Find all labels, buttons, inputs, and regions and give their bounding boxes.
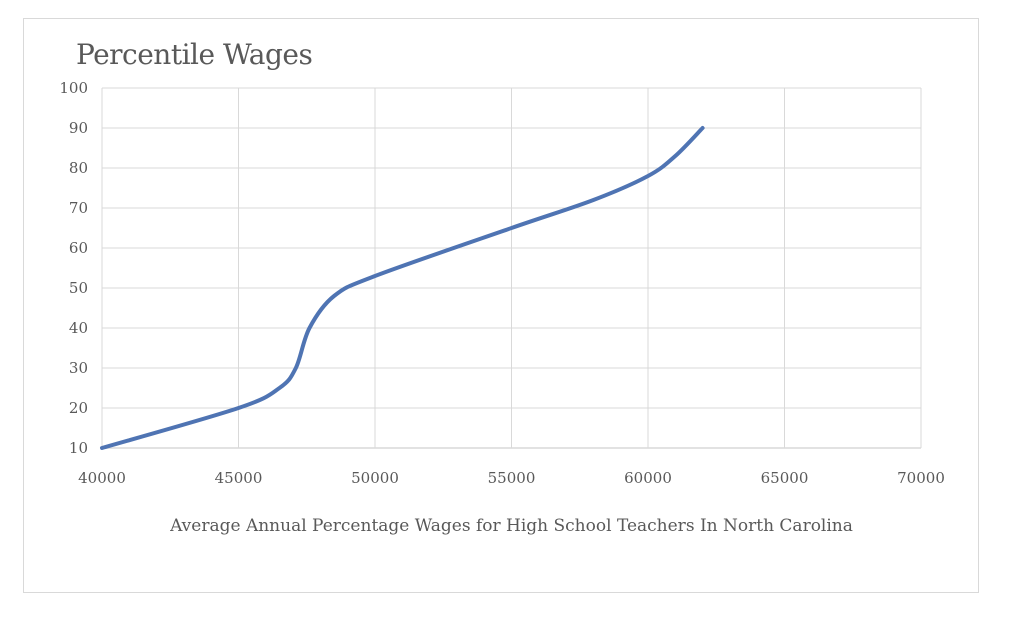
x-tick-label: 60000 [624,469,672,487]
chart-frame [23,18,979,593]
x-axis-label: Average Annual Percentage Wages for High… [170,516,853,536]
y-tick-label: 60 [69,239,88,257]
x-tick-label: 55000 [488,469,536,487]
x-tick-label: 65000 [761,469,809,487]
chart-title: Percentile Wages [76,38,313,71]
y-tick-label: 20 [69,399,88,417]
y-tick-label: 40 [69,319,88,337]
series-line [100,126,705,450]
x-tick-label: 70000 [897,469,945,487]
gridlines [101,87,922,449]
x-tick-label: 40000 [78,469,126,487]
y-tick-label: 80 [69,159,88,177]
y-tick-label: 70 [69,199,88,217]
y-axis-ticks: 10 20 30 40 50 60 70 80 90 100 [59,79,88,457]
y-tick-label: 90 [69,119,88,137]
x-tick-label: 50000 [351,469,399,487]
x-axis-ticks: 40000 45000 50000 55000 60000 65000 70000 [78,469,945,487]
y-tick-label: 10 [69,439,88,457]
y-tick-label: 30 [69,359,88,377]
y-tick-label: 50 [69,279,88,297]
x-tick-label: 45000 [215,469,263,487]
y-tick-label: 100 [59,79,88,97]
